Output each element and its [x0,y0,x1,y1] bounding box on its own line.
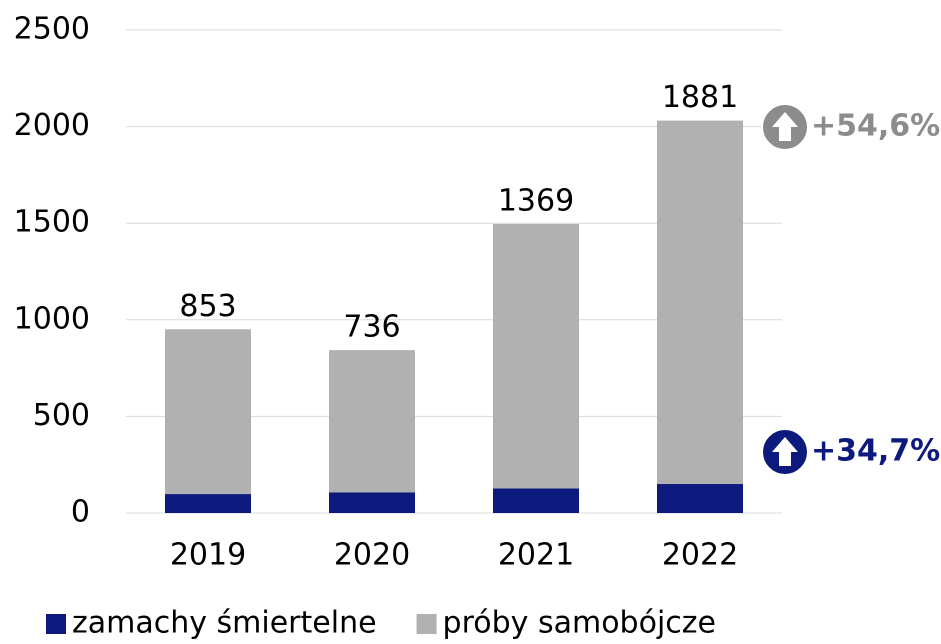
x-tick-label: 2022 [662,538,738,573]
bar-segment [165,329,251,495]
y-tick-label: 2000 [14,108,90,143]
legend-label: zamachy śmiertelne [72,606,377,641]
legend-swatch [46,614,66,634]
bar-segment [657,484,743,513]
value-label: 736 [343,310,400,345]
y-tick-label: 500 [33,398,90,433]
y-tick-label: 2500 [14,12,90,47]
arrow-icon [772,112,798,141]
annotation: +34,7% [811,434,940,469]
bar-segment [329,350,415,493]
bar-segment [657,120,743,485]
value-label: 853 [179,289,236,324]
arrow-icon [772,437,798,466]
annotation: +54,6% [811,109,940,144]
x-tick-label: 2021 [498,538,574,573]
y-tick-label: 1500 [14,205,90,240]
bar-segment [493,488,579,513]
y-tick-label: 1000 [14,301,90,336]
legend-label: próby samobójcze [443,606,716,641]
bar-segment [329,492,415,513]
bar-segment [493,223,579,489]
value-label: 1369 [498,183,574,218]
value-label: 1881 [662,80,738,115]
legend-swatch [416,614,437,634]
y-tick-label: 0 [71,495,90,530]
x-tick-label: 2020 [334,538,410,573]
bar-segment [165,494,251,513]
x-tick-label: 2019 [170,538,246,573]
